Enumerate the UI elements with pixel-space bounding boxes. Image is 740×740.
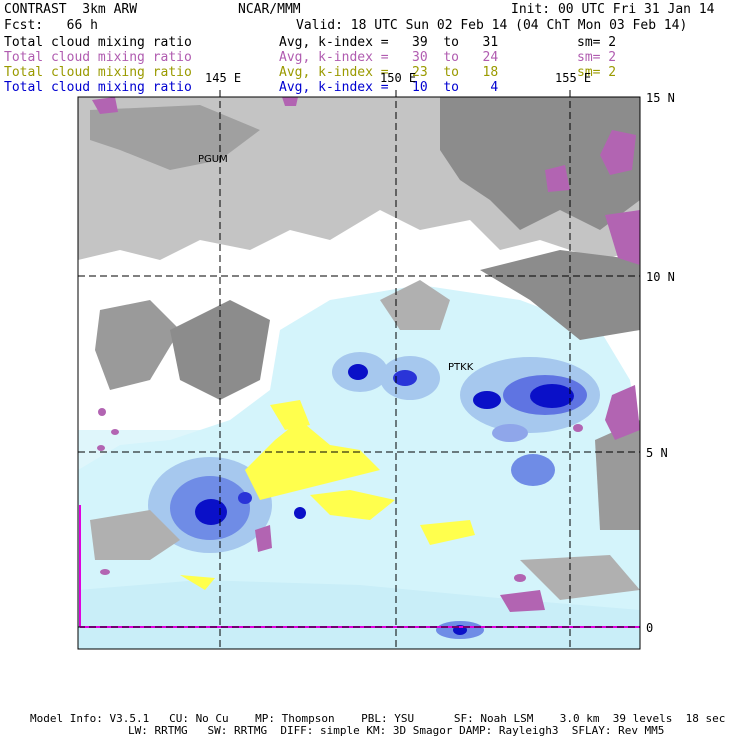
map-fields: [78, 97, 640, 649]
field-3-sm: sm= 2: [577, 65, 617, 80]
forecast-hour: Fcst: 66 h: [4, 18, 98, 33]
lon-label-150e: 150 E: [380, 71, 416, 85]
lat-label-15n: 15 N: [646, 91, 675, 105]
yellow-cloud-1: [245, 420, 380, 500]
yellow-cloud-4: [420, 520, 475, 545]
blue-cloud-west-core: [195, 499, 227, 525]
footer-model-info-2: LW: RRTMG SW: RRTMG DIFF: simple KM: 3D …: [128, 724, 665, 737]
center-name: NCAR/MMM: [238, 2, 301, 17]
blue-cloud-east-core-2: [473, 391, 501, 409]
yellow-cloud-3: [310, 490, 395, 520]
blue-cloud-mid-3: [238, 492, 252, 504]
grey-cloud-east: [595, 420, 640, 530]
footer-model-info-1: Model Info: V3.5.1 CU: No Cu MP: Thompso…: [30, 712, 726, 725]
field-4-name: Total cloud mixing ratio: [4, 80, 192, 95]
lat-label-5n: 5 N: [646, 446, 668, 460]
purple-cloud-west-dot-1: [98, 408, 106, 416]
grey-cloud-mid: [380, 280, 450, 330]
purple-cloud-nw: [92, 97, 118, 114]
grey-cloud-north-dark: [440, 97, 640, 230]
grey-cloud-nw: [90, 105, 260, 170]
field-1-name: Total cloud mixing ratio: [4, 35, 192, 50]
purple-cloud-north: [282, 97, 298, 106]
grey-cloud-south: [90, 510, 180, 560]
blue-cloud-north-1-core: [348, 364, 368, 380]
grey-cloud-south-2: [520, 555, 640, 600]
purple-cloud-west-dot-3: [97, 445, 105, 451]
field-2-stat: Avg, k-index = 30 to 24: [279, 50, 499, 65]
purple-cloud-ne-3: [605, 210, 640, 265]
blue-cloud-mid-1: [492, 424, 528, 442]
blue-cloud-north-2-core: [393, 370, 417, 386]
purple-cloud-se-dot: [514, 574, 526, 582]
valid-time: Valid: 18 UTC Sun 02 Feb 14 (04 ChT Mon …: [296, 18, 688, 33]
field-1-stat: Avg, k-index = 39 to 31: [279, 35, 499, 50]
field-2-sm: sm= 2: [577, 50, 617, 65]
model-title: CONTRAST 3km ARW: [4, 2, 138, 17]
lon-label-155e: 155 E: [555, 71, 591, 85]
blue-cloud-east-core: [530, 384, 574, 408]
purple-cloud-ne-1: [600, 130, 636, 175]
purple-cloud-ne-2: [545, 165, 570, 192]
lat-label-10n: 10 N: [646, 270, 675, 284]
purple-cloud-east-dot: [573, 424, 583, 432]
station-ptkk: PTKK: [448, 362, 474, 373]
purple-cloud-west: [255, 525, 272, 552]
lon-label-145e: 145 E: [205, 71, 241, 85]
grey-cloud-west-1: [95, 300, 180, 390]
purple-cloud-sw-dot: [100, 569, 110, 575]
blue-cloud-south-east: [511, 454, 555, 486]
blue-cloud-mid-2: [294, 507, 306, 519]
purple-cloud-west-dot-2: [111, 429, 119, 435]
yellow-cloud-5: [180, 575, 215, 590]
field-4-stat: Avg, k-index = 10 to 4: [279, 80, 499, 95]
field-3-stat: Avg, k-index = 23 to 18: [279, 65, 499, 80]
map-frame: [77, 96, 641, 650]
field-3-name: Total cloud mixing ratio: [4, 65, 192, 80]
lat-label-0: 0: [646, 621, 653, 635]
init-time: Init: 00 UTC Fri 31 Jan 14: [511, 2, 715, 17]
light-blue-cloud-south: [78, 580, 640, 649]
purple-cloud-se: [500, 590, 545, 612]
purple-cloud-east: [605, 385, 640, 440]
station-pgum: PGUM: [198, 154, 228, 165]
field-1-sm: sm= 2: [577, 35, 617, 50]
grey-cloud-ne-band: [480, 250, 640, 340]
yellow-cloud-2: [270, 400, 310, 430]
field-2-name: Total cloud mixing ratio: [4, 50, 192, 65]
